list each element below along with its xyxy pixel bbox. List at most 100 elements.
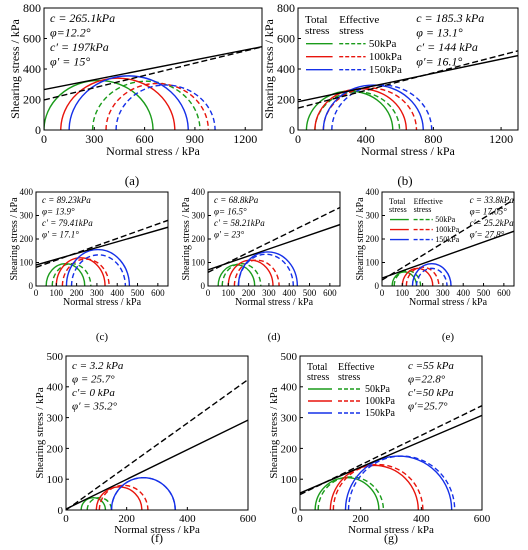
x-tick-label: 200 <box>352 513 369 525</box>
param-annotation: c′ = 197kPa <box>50 40 109 54</box>
y-tick-label: 400 <box>277 62 295 76</box>
envelope-total-line <box>208 223 340 271</box>
x-axis-label: Normal stress / kPa <box>361 144 455 158</box>
x-tick-label: 500 <box>303 288 317 298</box>
x-axis-label: Normal stress / kPa <box>348 524 434 536</box>
x-tick-label: 100 <box>50 288 64 298</box>
x-tick-label: 300 <box>436 288 450 298</box>
envelope-effective-line <box>208 206 340 273</box>
y-tick-label: 100 <box>192 258 206 268</box>
y-tick-label: 300 <box>47 412 64 424</box>
envelope-total-line <box>300 414 482 494</box>
x-tick-label: 200 <box>242 288 256 298</box>
param-annotation: c =55 kPa <box>408 360 454 372</box>
y-tick-label: 200 <box>47 443 64 455</box>
param-annotation: φ′ = 23° <box>214 230 245 240</box>
y-tick-label: 300 <box>20 211 34 221</box>
legend-entry: 100kPa <box>435 225 459 234</box>
panel-label: (c) <box>96 331 109 343</box>
x-tick-label: 200 <box>416 288 430 298</box>
y-tick-label: 300 <box>281 412 298 424</box>
param-annotation: c′ = 79.41kPa <box>42 218 93 228</box>
legend-entry: 50kPa <box>435 215 455 224</box>
x-tick-label: 0 <box>63 513 69 525</box>
plot-area <box>66 379 248 510</box>
y-tick-label: 200 <box>281 443 298 455</box>
x-tick-label: 400 <box>179 513 196 525</box>
mohr-circle-effective-100kPa <box>233 259 280 286</box>
envelope-effective-line <box>66 379 248 510</box>
x-tick-label: 600 <box>136 132 154 146</box>
y-tick-label: 400 <box>20 187 34 197</box>
param-annotation: φ′ = 17.1° <box>42 230 79 240</box>
plot-area <box>36 219 168 286</box>
panel-g: 0 200 400 600 0 100 200 300 400 500 Normal stress … <box>268 351 491 545</box>
y-tick-label: 300 <box>192 211 206 221</box>
envelope-total-line <box>44 46 262 91</box>
x-axis-label: Normal stress / kPa <box>409 297 488 308</box>
mohr-circle-effective-50kPa <box>91 80 201 130</box>
y-tick-label: 400 <box>366 187 380 197</box>
legend-header-total: Total <box>307 362 328 373</box>
x-tick-label: 500 <box>477 288 491 298</box>
y-tick-label: 100 <box>366 258 380 268</box>
envelope-effective-line <box>36 219 168 268</box>
x-tick-label: 600 <box>151 288 165 298</box>
param-annotation: φ= 16.5° <box>214 207 247 217</box>
param-annotation: φ′ = 15° <box>50 55 90 69</box>
panel-label: (f) <box>151 531 163 545</box>
y-tick-label: 0 <box>35 123 41 137</box>
x-tick-label: 300 <box>85 132 103 146</box>
x-tick-label: 100 <box>396 288 410 298</box>
x-tick-label: 0 <box>34 288 39 298</box>
axes-frame <box>65 355 249 511</box>
param-annotation: c = 265.1kPa <box>50 11 115 25</box>
y-tick-label: 500 <box>47 351 64 363</box>
x-tick-label: 400 <box>110 288 124 298</box>
envelope-effective-line <box>44 46 262 101</box>
y-tick-label: 200 <box>277 93 295 107</box>
legend-header-total-stress: stress <box>305 25 329 37</box>
panel-label: (e) <box>442 331 455 343</box>
y-tick-label: 400 <box>47 382 64 394</box>
panel-f: 0 200 400 600 0 100 200 300 400 500 Normal stress … <box>34 351 257 545</box>
x-tick-label: 400 <box>456 288 470 298</box>
x-tick-label: 300 <box>262 288 276 298</box>
param-annotation: c′ = 58.21kPa <box>214 218 265 228</box>
param-annotation: c = 68.8kPa <box>214 195 259 205</box>
legend-header-total: Total <box>305 14 327 26</box>
x-tick-label: 0 <box>380 288 385 298</box>
mohr-circle-total-150kPa <box>344 455 453 510</box>
param-annotation: c = 185.3 kPa <box>416 11 484 25</box>
legend-entry: 150kPa <box>435 235 459 244</box>
x-tick-label: 0 <box>41 132 47 146</box>
y-axis-label: Shearing stress / kPa <box>34 387 46 478</box>
y-tick-label: 200 <box>20 234 34 244</box>
plot-area <box>298 50 518 130</box>
x-tick-label: 400 <box>357 132 375 146</box>
legend-entry: 50kPa <box>365 384 391 395</box>
legend-entry: 100kPa <box>365 396 396 407</box>
legend-header-effective: Effective <box>338 362 375 373</box>
y-tick-label: 100 <box>20 258 34 268</box>
mohr-circle-total-150kPa <box>237 251 299 286</box>
legend-header-effective: Effective <box>339 14 379 26</box>
envelope-total-line <box>298 54 518 103</box>
y-tick-label: 100 <box>281 474 298 486</box>
legend-entry: 50kPa <box>369 38 397 50</box>
y-axis-label: Shearing stress / kPa <box>181 197 192 281</box>
y-tick-label: 100 <box>47 474 64 486</box>
y-tick-label: 500 <box>281 351 298 363</box>
mohr-circle-total-50kPa <box>217 264 256 286</box>
x-tick-label: 800 <box>424 132 442 146</box>
x-tick-label: 1200 <box>489 132 513 146</box>
mohr-circle-total-100kPa <box>329 464 419 510</box>
x-tick-label: 600 <box>323 288 337 298</box>
x-axis-label: Normal stress / kPa <box>235 297 314 308</box>
y-axis-label: Shearing stress / kPa <box>262 18 276 118</box>
x-tick-label: 900 <box>186 132 204 146</box>
